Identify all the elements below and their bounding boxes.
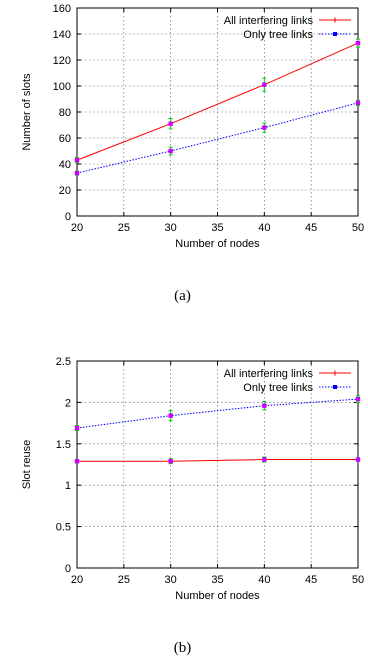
series-all-interfering-links [74,38,361,164]
data-point [168,121,173,126]
legend-label: Only tree links [243,29,313,41]
series-all-interfering-links [74,456,361,465]
legend: All interfering links Only tree links [224,368,351,394]
data-point [74,157,80,163]
legend: All interfering links Only tree links [224,15,351,41]
y-tick-label: 2 [65,397,71,409]
legend-label: All interfering links [224,368,314,380]
y-tick-label: 140 [53,29,71,41]
data-point [262,82,267,87]
x-tick-label: 35 [211,574,223,586]
data-point [74,170,80,176]
figure-caption: (b) [174,640,192,656]
x-tick-label: 45 [305,574,317,586]
y-tick-label: 20 [59,185,71,197]
x-tick-label: 25 [118,222,130,234]
x-tick-label: 40 [258,574,270,586]
x-axis-label: Number of nodes [175,590,260,602]
data-point [74,458,80,464]
x-tick-label: 35 [211,222,223,234]
x-tick-label: 50 [352,574,364,586]
data-point [168,458,173,464]
x-tick-label: 20 [71,574,83,586]
y-tick-label: 60 [59,133,71,145]
chart-panel-a: 20 25 30 35 40 45 50020406080100120140160Numbe… [21,3,364,304]
series-line [76,398,359,429]
grid [77,8,358,216]
data-point [355,396,361,402]
y-tick-label: 0 [65,563,71,575]
y-tick-label: 1.5 [56,439,71,451]
x-tick-label: 30 [165,574,177,586]
y-tick-label: 1 [65,480,71,492]
x-axis-label: Number of nodes [175,238,260,250]
legend-marker [333,32,337,36]
legend-marker [333,385,337,389]
series-line [76,102,359,174]
y-tick-label: 120 [53,55,71,67]
grid [77,361,358,568]
data-point [168,148,173,154]
y-axis-label: Slot reuse [21,440,33,490]
x-tick-label: 25 [118,574,130,586]
y-tick-label: 40 [59,159,71,171]
x-tick-label: 40 [258,222,270,234]
legend-label: All interfering links [224,15,314,27]
legend-label: Only tree links [243,382,313,394]
y-tick-label: 100 [53,81,71,93]
data-point [355,457,361,462]
x-tick-label: 20 [71,222,83,234]
data-point [262,125,267,130]
y-tick-label: 0.5 [56,522,71,534]
x-tick-label: 45 [305,222,317,234]
x-tick-label: 50 [352,222,364,234]
series-only-tree-links [74,395,361,432]
x-tick-label: 30 [165,222,177,234]
chart-panel-b: 20 25 30 35 40 45 50 0 0.5 1 1.5 2 2.5 Number of node… [21,356,364,656]
data-point [168,413,173,418]
y-tick-label: 2.5 [56,356,71,368]
data-point [262,457,267,462]
series-line [77,459,358,462]
series-only-tree-links [74,99,361,176]
data-point [74,425,80,431]
data-point [355,100,361,106]
data-point [355,40,361,46]
y-tick-label: 80 [59,107,71,119]
plot-frame [76,360,359,569]
figure-caption: (a) [174,288,191,304]
y-axis-label: Number of slots [21,73,33,151]
data-point [262,403,267,408]
y-tick-label: 0 [65,211,71,223]
series-line [76,42,359,161]
y-tick-label: 160 [53,3,71,15]
